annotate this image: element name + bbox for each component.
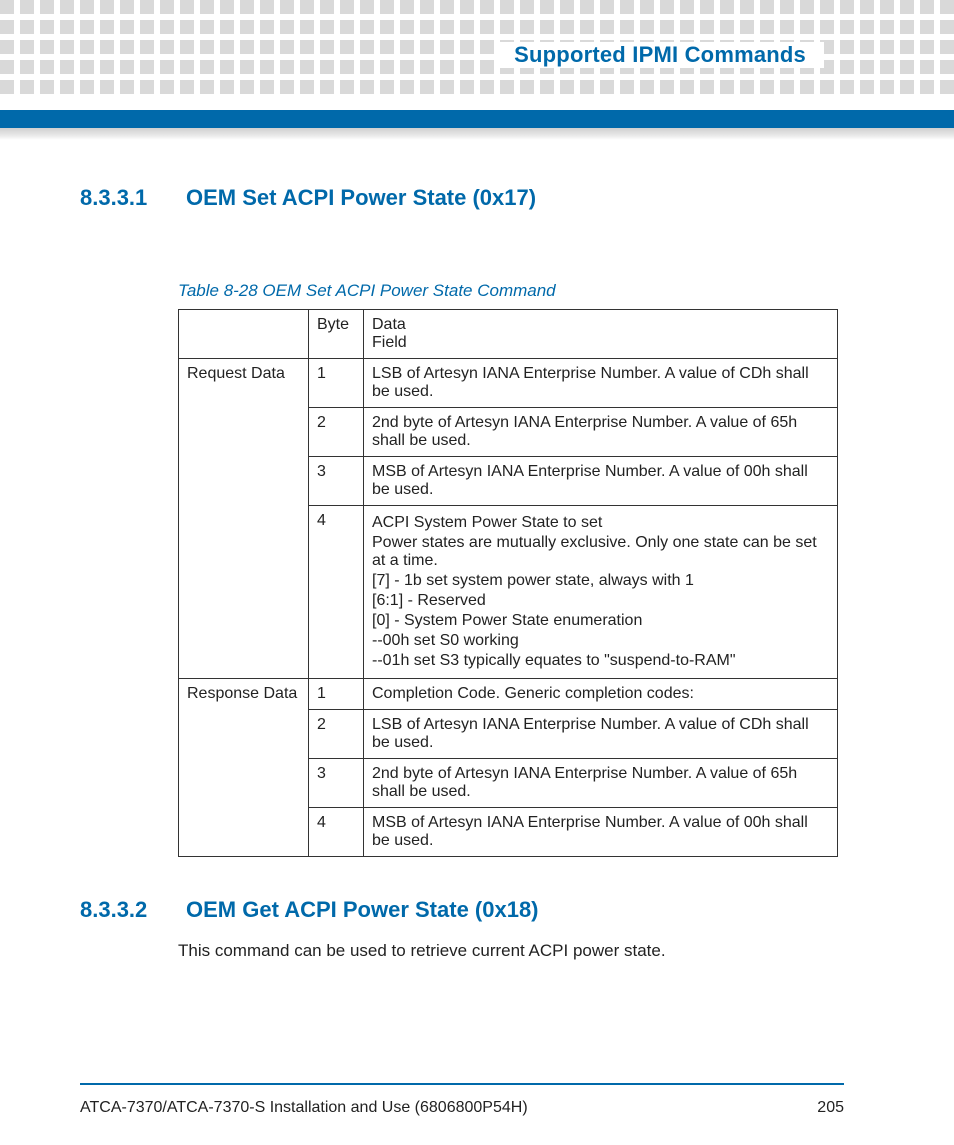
byte-cell: 2 bbox=[309, 408, 364, 457]
field-line: [7] - 1b set system power state, always … bbox=[372, 572, 829, 590]
field-cell: LSB of Artesyn IANA Enterprise Number. A… bbox=[364, 710, 838, 759]
field-cell: 2nd byte of Artesyn IANA Enterprise Numb… bbox=[364, 408, 838, 457]
field-line: --01h set S3 typically equates to "suspe… bbox=[372, 652, 829, 670]
header-gray-bar bbox=[0, 128, 954, 140]
field-cell: MSB of Artesyn IANA Enterprise Number. A… bbox=[364, 808, 838, 857]
section-heading: 8.3.3.2 OEM Get ACPI Power State (0x18) bbox=[80, 897, 844, 923]
table-header-data-l2: Field bbox=[372, 334, 407, 351]
page-footer: ATCA-7370/ATCA-7370-S Installation and U… bbox=[80, 1099, 844, 1117]
field-line: Power states are mutually exclusive. Onl… bbox=[372, 534, 829, 570]
table-header-byte: Byte bbox=[309, 310, 364, 359]
section-title: OEM Get ACPI Power State (0x18) bbox=[186, 897, 539, 923]
section-heading: 8.3.3.1 OEM Set ACPI Power State (0x17) bbox=[80, 185, 844, 211]
command-table: Byte Data Field Request Data 1 LSB of Ar… bbox=[178, 309, 838, 857]
section-number: 8.3.3.2 bbox=[80, 897, 158, 923]
field-cell: MSB of Artesyn IANA Enterprise Number. A… bbox=[364, 457, 838, 506]
field-line: ACPI System Power State to set bbox=[372, 514, 829, 532]
document-page: Supported IPMI Commands 8.3.3.1 OEM Set … bbox=[0, 0, 954, 1145]
request-data-label: Request Data bbox=[179, 359, 309, 679]
footer-doc-id: ATCA-7370/ATCA-7370-S Installation and U… bbox=[80, 1099, 528, 1117]
table-row: Request Data 1 LSB of Artesyn IANA Enter… bbox=[179, 359, 838, 408]
byte-cell: 1 bbox=[309, 359, 364, 408]
byte-cell: 4 bbox=[309, 506, 364, 679]
table-header-datafield: Data Field bbox=[364, 310, 838, 359]
section-2: 8.3.3.2 OEM Get ACPI Power State (0x18) … bbox=[80, 897, 844, 961]
header-blue-bar bbox=[0, 110, 954, 128]
table-header-data-l1: Data bbox=[372, 316, 406, 333]
response-data-label: Response Data bbox=[179, 679, 309, 857]
section-number: 8.3.3.1 bbox=[80, 185, 158, 211]
table-header-blank bbox=[179, 310, 309, 359]
section-title: OEM Set ACPI Power State (0x17) bbox=[186, 185, 536, 211]
field-cell: LSB of Artesyn IANA Enterprise Number. A… bbox=[364, 359, 838, 408]
field-line: --00h set S0 working bbox=[372, 632, 829, 650]
chapter-title-wrap: Supported IPMI Commands bbox=[496, 42, 824, 68]
chapter-title: Supported IPMI Commands bbox=[514, 42, 806, 67]
field-line: [6:1] - Reserved bbox=[372, 592, 829, 610]
byte-cell: 3 bbox=[309, 759, 364, 808]
footer-page-number: 205 bbox=[817, 1099, 844, 1117]
field-cell: Completion Code. Generic completion code… bbox=[364, 679, 838, 710]
byte-cell: 1 bbox=[309, 679, 364, 710]
table-caption: Table 8-28 OEM Set ACPI Power State Comm… bbox=[178, 281, 844, 301]
section-body-text: This command can be used to retrieve cur… bbox=[178, 941, 844, 961]
byte-cell: 4 bbox=[309, 808, 364, 857]
field-cell: 2nd byte of Artesyn IANA Enterprise Numb… bbox=[364, 759, 838, 808]
field-line: [0] - System Power State enumeration bbox=[372, 612, 829, 630]
byte-cell: 3 bbox=[309, 457, 364, 506]
page-content: 8.3.3.1 OEM Set ACPI Power State (0x17) … bbox=[80, 185, 844, 961]
table-header-row: Byte Data Field bbox=[179, 310, 838, 359]
field-cell: ACPI System Power State to set Power stat… bbox=[364, 506, 838, 679]
byte-cell: 2 bbox=[309, 710, 364, 759]
footer-rule bbox=[80, 1083, 844, 1085]
table-row: Response Data 1 Completion Code. Generic… bbox=[179, 679, 838, 710]
